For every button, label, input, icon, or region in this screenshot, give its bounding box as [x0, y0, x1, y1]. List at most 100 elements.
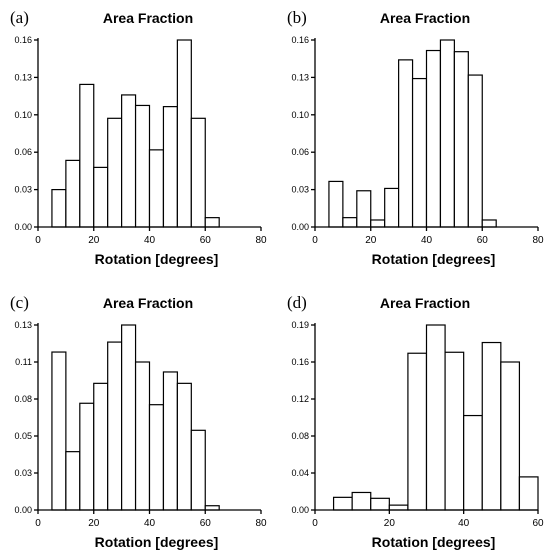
x-tick-label: 0 — [312, 235, 318, 246]
panel-label: (a) — [10, 8, 29, 27]
histogram-bar — [370, 219, 386, 228]
x-tick-label: 80 — [255, 235, 267, 246]
x-tick-label: 40 — [144, 518, 156, 529]
histogram-bar — [328, 180, 344, 228]
histogram-bar — [384, 187, 400, 228]
x-tick-label: 60 — [477, 235, 489, 246]
x-tick-label: 20 — [365, 235, 377, 246]
histogram-bar — [481, 341, 502, 511]
histogram-bar — [356, 190, 372, 228]
histogram-bar — [65, 159, 81, 228]
y-tick-label: 0.00 — [14, 505, 32, 515]
histogram-bar — [79, 83, 95, 228]
histogram-bar — [190, 117, 206, 228]
x-tick-label: 40 — [421, 235, 433, 246]
chart-title: Area Fraction — [380, 295, 470, 311]
x-tick-label: 20 — [88, 235, 100, 246]
histogram-bar — [148, 149, 165, 228]
x-axis-label: Rotation [degrees] — [95, 534, 219, 550]
chart-panel-a: 0 20 40 60 80 0.00 0.03 0.06 0.10 0.13 0.16 (a) Area… — [10, 8, 267, 267]
y-tick-label: 0.19 — [291, 320, 309, 330]
histogram-bar — [342, 217, 358, 228]
chart-title: Area Fraction — [103, 295, 193, 311]
histogram-bar — [121, 324, 137, 511]
x-tick-label: 60 — [200, 235, 212, 246]
y-tick-label: 0.10 — [14, 110, 32, 120]
y-tick-label: 0.13 — [291, 72, 309, 82]
y-tick-label: 0.04 — [291, 468, 309, 478]
histogram-bar — [407, 352, 428, 511]
y-tick-label: 0.08 — [291, 431, 309, 441]
x-tick-label: 80 — [532, 235, 544, 246]
x-tick-label: 80 — [255, 518, 267, 529]
histogram-bar — [425, 324, 446, 511]
chart-title: Area Fraction — [103, 10, 193, 26]
histogram-bar — [65, 451, 81, 511]
histogram-bar — [518, 476, 539, 511]
x-axis-label: Rotation [degrees] — [372, 251, 496, 267]
histogram-bar — [107, 117, 123, 228]
y-tick-label: 0.13 — [14, 320, 32, 330]
y-tick-label: 0.12 — [291, 394, 309, 404]
y-tick-label: 0.03 — [291, 185, 309, 195]
y-tick-label: 0.00 — [14, 222, 32, 232]
histogram-bar — [148, 404, 165, 511]
histogram-bar — [439, 39, 455, 228]
y-tick-label: 0.11 — [15, 357, 32, 367]
histogram-bar — [121, 94, 137, 228]
histogram-bar — [190, 429, 206, 511]
x-axis-label: Rotation [degrees] — [372, 534, 496, 550]
x-tick-label: 0 — [35, 235, 41, 246]
histogram-bar — [481, 219, 497, 228]
x-tick-label: 0 — [312, 518, 318, 529]
chart-panel-b: 0 20 40 60 80 0.00 0.03 0.06 0.10 0.13 0.16 (b) Area… — [287, 8, 544, 267]
histogram-bar — [51, 351, 67, 511]
histogram-bar — [162, 371, 178, 511]
y-tick-label: 0.13 — [14, 72, 32, 82]
histogram-bar — [453, 51, 469, 228]
y-tick-label: 0.05 — [14, 431, 32, 441]
histogram-bar — [500, 361, 521, 511]
histogram-bar — [425, 49, 442, 228]
panel-label: (c) — [10, 293, 29, 312]
histogram-bar — [351, 491, 372, 511]
panel-label: (d) — [287, 293, 307, 312]
y-tick-label: 0.16 — [291, 357, 309, 367]
histogram-bar — [93, 382, 109, 511]
histogram-bar — [93, 166, 109, 228]
panel-label: (b) — [287, 8, 307, 27]
histogram-bar — [370, 497, 390, 511]
y-tick-label: 0.00 — [291, 222, 309, 232]
y-tick-label: 0.03 — [14, 468, 32, 478]
y-tick-label: 0.16 — [14, 35, 32, 45]
histogram-bar — [176, 382, 192, 511]
histogram-bar — [204, 217, 220, 228]
histogram-bar — [176, 39, 192, 228]
histogram-bar — [51, 189, 67, 228]
histogram-bar — [162, 106, 178, 228]
histogram-bar — [134, 104, 151, 228]
histogram-bar — [388, 504, 409, 511]
y-tick-label: 0.08 — [14, 394, 32, 404]
y-tick-label: 0.06 — [291, 147, 309, 157]
histogram-bar — [398, 59, 414, 228]
histogram-bar — [467, 74, 483, 228]
histogram-bar — [463, 414, 483, 511]
chart-panel-d: 0 20 40 60 0.00 0.04 0.08 0.12 0.16 0.19 (d) Area F… — [287, 293, 544, 550]
x-tick-label: 40 — [144, 235, 156, 246]
histogram-bar — [332, 496, 353, 511]
y-tick-label: 0.16 — [291, 35, 309, 45]
histogram-bar — [134, 361, 151, 511]
x-axis-label: Rotation [degrees] — [95, 251, 219, 267]
chart-title: Area Fraction — [380, 10, 470, 26]
y-tick-label: 0.00 — [291, 505, 309, 515]
x-tick-label: 60 — [200, 518, 212, 529]
histogram-bar — [79, 402, 95, 511]
histogram-bar — [444, 351, 465, 511]
x-tick-label: 40 — [458, 518, 470, 529]
y-tick-label: 0.03 — [14, 185, 32, 195]
x-tick-label: 0 — [35, 518, 41, 529]
chart-panel-c: 0 20 40 60 80 0.00 0.03 0.05 0.08 0.11 0.13 (c) Area… — [10, 293, 267, 550]
x-tick-label: 60 — [532, 518, 544, 529]
